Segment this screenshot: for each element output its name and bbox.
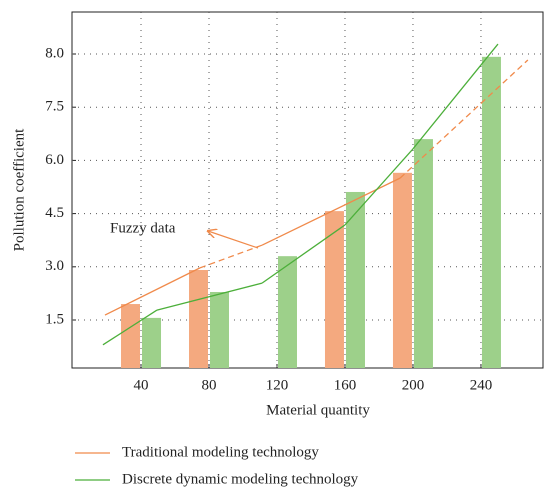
plot-frame xyxy=(71,11,544,369)
x-tick-label: 40 xyxy=(134,377,149,393)
line-segment xyxy=(411,43,499,151)
y-tick-label: 4.5 xyxy=(45,205,64,221)
bar xyxy=(481,56,501,368)
x-tick-label: 160 xyxy=(334,377,357,393)
x-tick-label: 120 xyxy=(266,377,289,393)
x-axis-label: Material quantity xyxy=(266,402,370,418)
x-tick-label: 240 xyxy=(470,377,493,393)
legend-label: Discrete dynamic modeling technology xyxy=(122,471,359,487)
y-tick-label: 8.0 xyxy=(45,45,64,61)
y-tick-label: 6.0 xyxy=(45,152,64,168)
x-tick-label: 80 xyxy=(201,377,216,393)
bar xyxy=(345,191,365,368)
bar xyxy=(121,304,141,368)
y-tick-label: 1.5 xyxy=(45,311,64,327)
line-segment xyxy=(102,309,158,346)
line-segment xyxy=(104,267,201,316)
line-segment xyxy=(261,224,346,284)
line-segment xyxy=(399,59,529,179)
legend-label: Traditional modeling technology xyxy=(122,444,319,460)
line-segment xyxy=(156,282,263,311)
line-segment xyxy=(199,244,263,269)
bar xyxy=(413,139,433,368)
bar xyxy=(209,291,229,368)
y-tick-label: 7.5 xyxy=(45,99,64,115)
line-segment xyxy=(344,149,413,226)
annotation: Fuzzy data xyxy=(110,220,176,236)
y-axis-label: Pollution coefficient xyxy=(11,128,27,251)
annotation-arrow xyxy=(208,231,259,249)
bar xyxy=(392,172,412,368)
x-tick-label: 200 xyxy=(402,377,425,393)
bar xyxy=(142,317,162,368)
bar xyxy=(324,211,344,368)
bar xyxy=(277,256,297,368)
y-tick-label: 3.0 xyxy=(45,258,64,274)
bar xyxy=(188,269,208,368)
